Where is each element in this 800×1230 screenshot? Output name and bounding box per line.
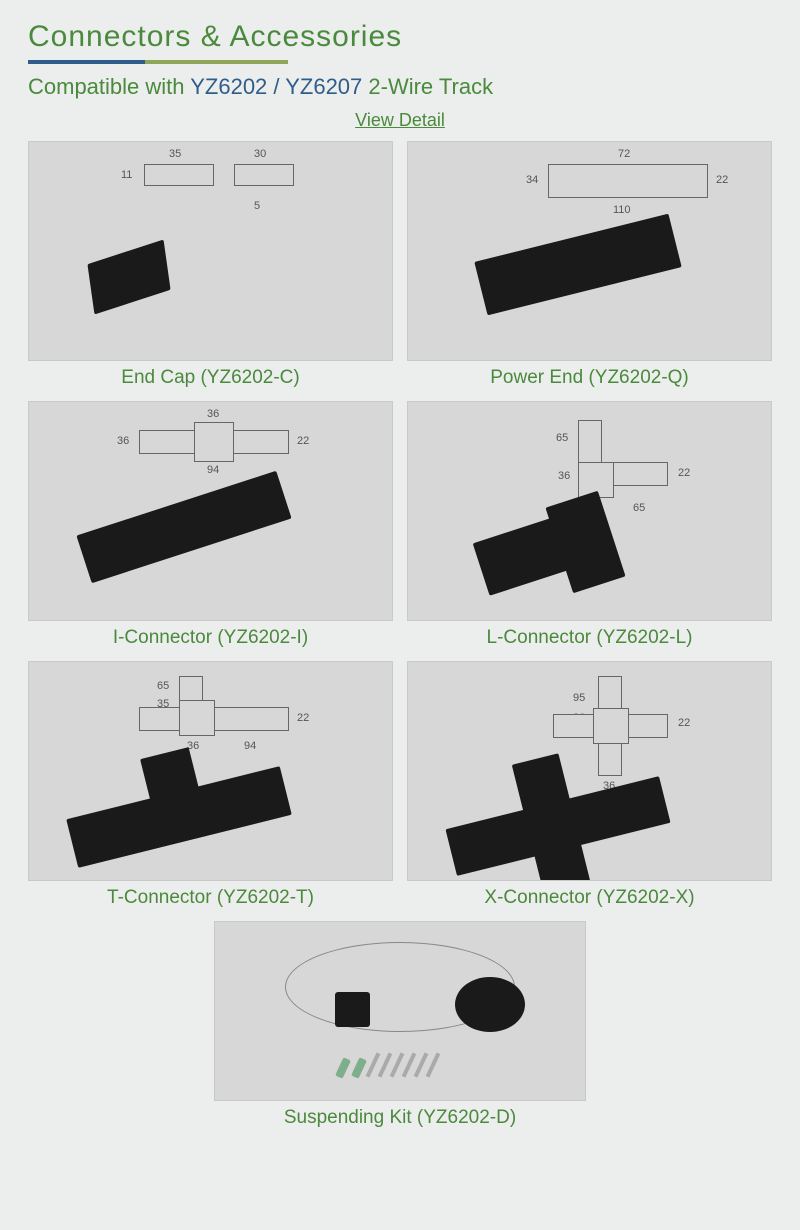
product-render [474, 214, 681, 316]
product-image-tconn: 65 35 22 36 94 [28, 661, 393, 881]
product-card-iconn[interactable]: 36 36 22 94 I-Connector (YZ6202-I) [28, 401, 393, 653]
dim-label: 95 [573, 692, 585, 704]
product-label: I-Connector (YZ6202-I) [113, 621, 308, 653]
subtitle: Compatible with YZ6202 / YZ6207 2-Wire T… [28, 74, 772, 100]
product-image-iconn: 36 36 22 94 [28, 401, 393, 621]
dim-label: 22 [678, 717, 690, 729]
product-card-powerend[interactable]: 72 34 22 110 Power End (YZ6202-Q) [407, 141, 772, 393]
subtitle-prefix: Compatible with [28, 74, 190, 99]
view-detail-row: View Detail [28, 110, 772, 131]
product-render [545, 491, 625, 594]
dim-label: 36 [117, 435, 129, 447]
subtitle-suffix: 2-Wire Track [362, 74, 493, 99]
product-label: T-Connector (YZ6202-T) [107, 881, 314, 913]
product-image-susp [214, 921, 586, 1101]
product-image-lconn: 65 36 22 36 65 [407, 401, 772, 621]
product-render [76, 471, 291, 583]
subtitle-models: YZ6202 / YZ6207 [190, 74, 362, 99]
product-image-powerend: 72 34 22 110 [407, 141, 772, 361]
view-detail-link[interactable]: View Detail [355, 110, 445, 130]
product-render [87, 240, 170, 315]
schematic-rect [548, 164, 708, 198]
dim-label: 22 [678, 467, 690, 479]
product-label: Power End (YZ6202-Q) [490, 361, 689, 393]
dim-label: 30 [254, 148, 266, 160]
schematic-rect [593, 708, 629, 744]
product-label: L-Connector (YZ6202-L) [487, 621, 693, 653]
product-label: Suspending Kit (YZ6202-D) [284, 1101, 516, 1133]
schematic-rect [194, 422, 234, 462]
product-card-endcap[interactable]: 35 30 11 5 End Cap (YZ6202-C) [28, 141, 393, 393]
disc [455, 977, 525, 1032]
dim-label: 11 [121, 169, 132, 181]
page-title: Connectors & Accessories [28, 20, 772, 54]
screws [335, 1052, 485, 1082]
product-card-xconn[interactable]: 95 36 22 36 95 X-Connector (YZ6202-X) [407, 661, 772, 913]
product-image-xconn: 95 36 22 36 95 [407, 661, 772, 881]
schematic-rect [179, 700, 215, 736]
product-grid: 35 30 11 5 End Cap (YZ6202-C) 72 34 22 1… [28, 141, 772, 1133]
product-card-lconn[interactable]: 65 36 22 36 65 L-Connector (YZ6202-L) [407, 401, 772, 653]
dim-label: 36 [558, 470, 570, 482]
dim-label: 94 [244, 740, 256, 752]
product-image-endcap: 35 30 11 5 [28, 141, 393, 361]
product-card-susp[interactable]: Suspending Kit (YZ6202-D) [214, 921, 586, 1133]
schematic-rect [234, 164, 294, 186]
dim-label: 34 [526, 174, 538, 186]
dim-label: 110 [613, 204, 631, 216]
dim-label: 22 [297, 435, 309, 447]
dim-label: 65 [633, 502, 645, 514]
dim-label: 65 [157, 680, 169, 692]
schematic-rect [144, 164, 214, 186]
dim-label: 36 [207, 408, 219, 420]
dim-label: 35 [169, 148, 181, 160]
dim-label: 5 [254, 200, 260, 212]
title-underline [28, 60, 288, 64]
product-label: End Cap (YZ6202-C) [121, 361, 299, 393]
dim-label: 22 [297, 712, 309, 724]
product-label: X-Connector (YZ6202-X) [484, 881, 694, 913]
clip [335, 992, 370, 1027]
dim-label: 72 [618, 148, 630, 160]
dim-label: 22 [716, 174, 728, 186]
product-card-tconn[interactable]: 65 35 22 36 94 T-Connector (YZ6202-T) [28, 661, 393, 913]
dim-label: 65 [556, 432, 568, 444]
dim-label: 94 [207, 464, 219, 476]
